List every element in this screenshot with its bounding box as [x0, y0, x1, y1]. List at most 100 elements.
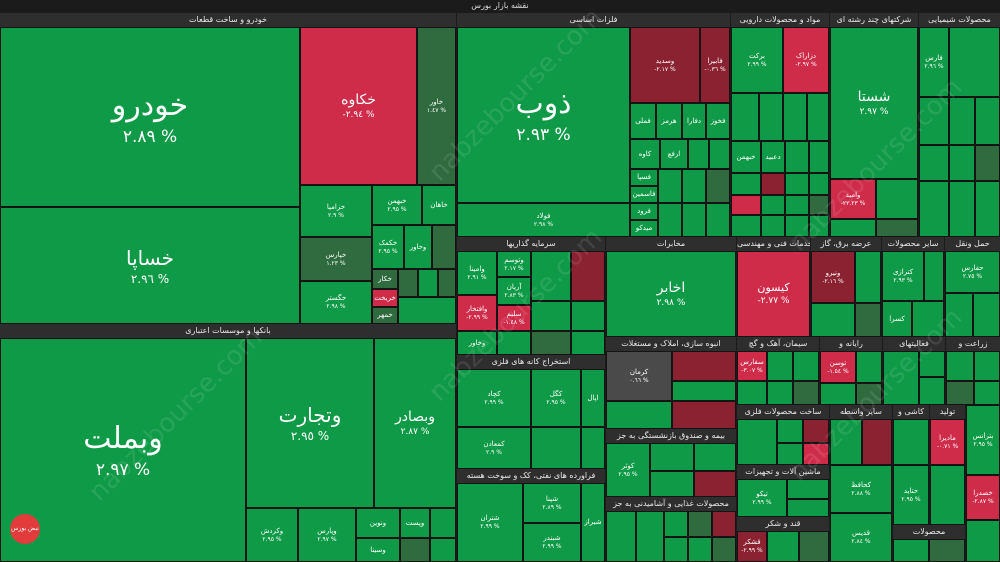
- tile-vafardad[interactable]: وافتخار -٢.٩٩ %: [457, 295, 497, 331]
- tile-ri1[interactable]: [930, 465, 965, 525]
- tile-batrans[interactable]: بترانس ٢.٩٥ %: [966, 405, 1000, 475]
- tile-ghdis[interactable]: قدیس ٢.٨٤ %: [830, 513, 892, 562]
- tile-p15[interactable]: [731, 215, 761, 237]
- tile-m5[interactable]: [706, 169, 730, 203]
- tile-shepna[interactable]: شپنا ٢.٨٩ %: [523, 483, 581, 523]
- tile-c2[interactable]: [919, 97, 949, 145]
- tile-re3[interactable]: [919, 377, 945, 405]
- tile-vetoosm[interactable]: وتوسم ٢.١٧ %: [497, 251, 531, 277]
- tile-ins2[interactable]: [694, 443, 736, 471]
- tile-p3[interactable]: [783, 93, 807, 141]
- tile-shebandar[interactable]: شبندر ٢.٩٩ %: [523, 523, 581, 562]
- tile-mp2[interactable]: [777, 419, 803, 443]
- tile-khazamia[interactable]: خزامیا ٢.٩ %: [300, 185, 372, 237]
- tile-f1[interactable]: [606, 511, 636, 562]
- tile-shiraz[interactable]: شیراز: [581, 483, 605, 562]
- tile-small-5[interactable]: خمهر: [372, 307, 398, 324]
- tile-co3[interactable]: [856, 383, 882, 405]
- tile-vsina[interactable]: وسینا: [356, 538, 400, 562]
- tile-e1[interactable]: [855, 251, 881, 303]
- tile-kisoon[interactable]: کیسون -٢.٧٧ %: [737, 251, 810, 337]
- tile-vebsader[interactable]: وبصادر ٢.٨٧ %: [374, 338, 456, 508]
- tile-kchad[interactable]: کچاد ٢.٩٩ %: [457, 369, 531, 427]
- tile-ce1[interactable]: [767, 351, 793, 381]
- tile-small-3[interactable]: خکار: [372, 269, 398, 289]
- tile-i4[interactable]: [531, 301, 571, 331]
- tile-i1[interactable]: [497, 331, 531, 355]
- tile-fsepa[interactable]: فرود: [630, 203, 658, 220]
- tile-p17[interactable]: [785, 215, 809, 237]
- tile-salim[interactable]: سلیم -١.٤٨ %: [497, 305, 531, 331]
- tile-mp4[interactable]: [777, 443, 803, 465]
- tile-katrazi[interactable]: کترازی ٢.٩٣ %: [882, 251, 924, 301]
- tile-ot1[interactable]: [830, 419, 862, 465]
- tile-i2[interactable]: [531, 251, 571, 301]
- tile-mu1[interactable]: [893, 539, 929, 562]
- tile-vetejarat[interactable]: وتجارت ٢.٩٥ %: [246, 338, 374, 508]
- tile-p10[interactable]: [809, 173, 829, 195]
- tile-p18[interactable]: [809, 215, 829, 237]
- tile-ce5[interactable]: [793, 381, 819, 405]
- tile-small-6[interactable]: [398, 269, 418, 297]
- tile-ins1[interactable]: [650, 443, 694, 471]
- tile-vpost[interactable]: وپست: [400, 508, 430, 538]
- tile-mp5[interactable]: [803, 443, 829, 465]
- tile-zob[interactable]: ذوب ٢.٩٣ %: [457, 27, 630, 203]
- tile-ti1[interactable]: [893, 419, 929, 465]
- tile-m1[interactable]: [688, 139, 709, 169]
- tile-p13[interactable]: [785, 195, 809, 215]
- tile-femli[interactable]: دفارا: [682, 103, 706, 139]
- tile-kavir[interactable]: هرمز: [656, 103, 682, 139]
- tile-kowsar[interactable]: کوثر ٢.٩٥ %: [606, 443, 650, 497]
- tile-small-b3[interactable]: [430, 538, 456, 562]
- tile-vamina[interactable]: وامینا ٢.٩١ %: [457, 251, 497, 295]
- tile-re1[interactable]: [883, 351, 919, 405]
- tile-su1[interactable]: [767, 531, 799, 562]
- tile-f5[interactable]: [712, 511, 736, 537]
- tile-ag4[interactable]: [974, 381, 1000, 405]
- tile-co2[interactable]: [820, 383, 856, 405]
- tile-re2[interactable]: [919, 351, 945, 377]
- tile-hafars[interactable]: حفارس ٢.٧٥ %: [945, 251, 1000, 293]
- tile-p9[interactable]: [785, 173, 809, 195]
- tile-ins4[interactable]: [694, 471, 736, 497]
- tile-vanikoo[interactable]: ونیرو -٢.١٦ %: [811, 251, 855, 303]
- tile-khaspa[interactable]: خساپا ٢.٩٦ %: [0, 207, 300, 324]
- tile-co1[interactable]: [856, 351, 882, 383]
- tile-khbahman-2[interactable]: خاهان: [422, 185, 456, 225]
- tile-c9[interactable]: [949, 181, 975, 237]
- tile-h2[interactable]: [830, 219, 876, 237]
- tile-ma2[interactable]: [787, 499, 829, 517]
- tile-small-2[interactable]: [432, 225, 456, 269]
- tile-small-b1[interactable]: [430, 508, 456, 538]
- tile-fkimia[interactable]: میدکو: [630, 220, 658, 237]
- tile-vebmelat[interactable]: وبملت ٢.٩٧ %: [0, 338, 246, 562]
- tile-small-8[interactable]: [438, 269, 456, 297]
- tile-khavar[interactable]: خاور ١.٤٧ %: [417, 27, 456, 185]
- tile-p7[interactable]: [731, 173, 761, 195]
- tile-fakhooz[interactable]: فملی: [630, 103, 656, 139]
- tile-p6[interactable]: [809, 141, 829, 173]
- tile-mi1[interactable]: [531, 427, 581, 469]
- tile-fabira[interactable]: فابیرا -٠.٣٦ %: [700, 27, 730, 103]
- tile-ag3[interactable]: [946, 381, 974, 405]
- tile-toson[interactable]: توسن -١.٥٤ %: [820, 351, 856, 383]
- tile-c10[interactable]: [975, 181, 1000, 237]
- tile-m3[interactable]: [658, 169, 682, 203]
- tile-c8[interactable]: [919, 181, 949, 237]
- tile-p16[interactable]: [761, 215, 785, 237]
- tile-mi2[interactable]: [581, 427, 605, 469]
- tile-akhaber[interactable]: اخابر ٢.٩٨ %: [606, 251, 736, 337]
- tile-small-7[interactable]: [418, 269, 438, 297]
- tile-p14[interactable]: [809, 195, 829, 215]
- tile-c5[interactable]: [919, 145, 949, 181]
- tile-small-9[interactable]: [398, 297, 456, 324]
- tile-midco[interactable]: کاوه: [630, 139, 660, 169]
- tile-su2[interactable]: [799, 531, 829, 562]
- tile-dabid[interactable]: خبهمن: [731, 141, 761, 173]
- tile-small-4[interactable]: خریخت: [372, 289, 398, 307]
- tile-sefars[interactable]: سفارس -٣.٠٧ %: [737, 351, 767, 381]
- tile-p4[interactable]: [807, 93, 829, 141]
- tile-m7[interactable]: [682, 203, 706, 237]
- tile-foolad[interactable]: فولاد ٢.٩٨ %: [457, 203, 630, 237]
